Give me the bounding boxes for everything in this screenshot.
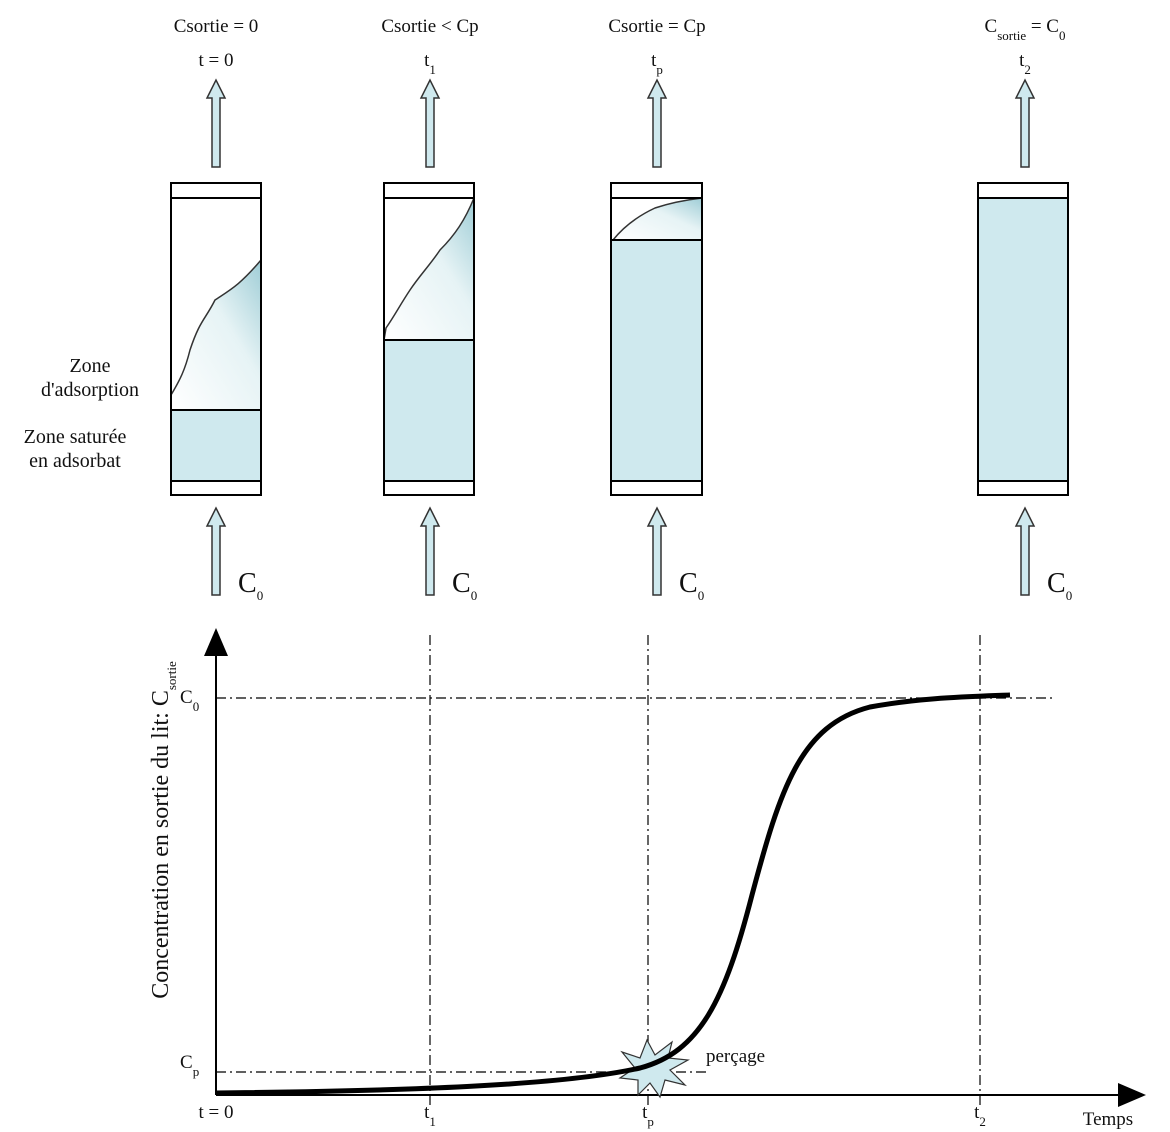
arrows	[205, 78, 1036, 596]
subscript: 0	[1066, 588, 1073, 603]
graph	[204, 628, 1146, 1107]
text-part: t	[651, 50, 657, 71]
text-part: C	[679, 568, 698, 599]
subscript: 0	[257, 588, 264, 603]
inlet-label: C0	[1047, 568, 1072, 603]
text-part: Csortie = 0	[174, 16, 259, 37]
zone-label: Zone saturée	[24, 426, 127, 448]
text-part: C	[180, 1052, 193, 1073]
subscript: 2	[1024, 62, 1031, 77]
text-part: Csortie = Cp	[608, 16, 705, 37]
text-part: t	[424, 1102, 430, 1123]
inlet-label: C0	[452, 568, 477, 603]
text-part: t	[974, 1102, 980, 1123]
flow-arrow	[419, 506, 441, 596]
subscript: 0	[471, 588, 478, 603]
flow-arrow	[646, 78, 668, 168]
flow-arrow	[205, 78, 227, 168]
subscript: p	[656, 62, 663, 77]
text-part: t = 0	[199, 50, 234, 71]
column	[610, 182, 703, 496]
x-label: t = 0	[199, 1102, 234, 1123]
text-part: Concentration en sortie du lit: C	[148, 690, 174, 999]
annotation: perçage	[706, 1046, 765, 1067]
subscript: 0	[698, 588, 705, 603]
time-label: tp	[651, 50, 663, 77]
subscript: 0	[193, 699, 200, 714]
text-part: C	[452, 568, 471, 599]
text-part: C	[238, 568, 257, 599]
inlet-label: C0	[238, 568, 263, 603]
flow-arrow	[205, 506, 227, 596]
y-label: Cp	[180, 1052, 199, 1079]
y-axis-label: Concentration en sortie du lit: Csortie	[148, 661, 179, 999]
text-part: t	[424, 50, 430, 71]
outlet-label: Csortie = Cp	[608, 16, 705, 37]
text-part: t	[1019, 50, 1025, 71]
time-label: t1	[424, 50, 436, 77]
text-part: t = 0	[199, 1102, 234, 1123]
subscript: 0	[1059, 28, 1066, 43]
outlet-label: Csortie = C0	[985, 16, 1066, 43]
x-label: t1	[424, 1102, 436, 1129]
flow-arrow	[646, 506, 668, 596]
column	[170, 182, 262, 496]
flow-arrow	[1014, 506, 1036, 596]
text-part: t	[642, 1102, 648, 1123]
subscript: 2	[979, 1114, 986, 1129]
time-label: t2	[1019, 50, 1031, 77]
text-part: = C	[1026, 16, 1059, 37]
flow-arrow	[419, 78, 441, 168]
x-label: tp	[642, 1102, 654, 1129]
subscript: sortie	[997, 28, 1026, 43]
outlet-label: Csortie < Cp	[381, 16, 478, 37]
zone-label: Zone	[69, 355, 110, 377]
x-label: t2	[974, 1102, 986, 1129]
zone-label: en adsorbat	[29, 450, 121, 472]
subscript: p	[193, 1064, 200, 1079]
subscript: p	[647, 1114, 654, 1129]
inlet-label: C0	[679, 568, 704, 603]
time-label: t = 0	[199, 50, 234, 71]
column	[977, 182, 1069, 496]
subscript: sortie	[164, 661, 179, 690]
text-part: Csortie < Cp	[381, 16, 478, 37]
text-part: C	[1047, 568, 1066, 599]
subscript: 1	[429, 1114, 436, 1129]
x-axis-label: Temps	[1083, 1109, 1133, 1130]
column	[383, 182, 475, 496]
text-part: C	[180, 687, 193, 708]
y-label: C0	[180, 687, 199, 714]
subscript: 1	[429, 62, 436, 77]
outlet-label: Csortie = 0	[174, 16, 259, 37]
zone-label: d'adsorption	[41, 379, 139, 401]
text-part: C	[985, 16, 998, 37]
flow-arrow	[1014, 78, 1036, 168]
